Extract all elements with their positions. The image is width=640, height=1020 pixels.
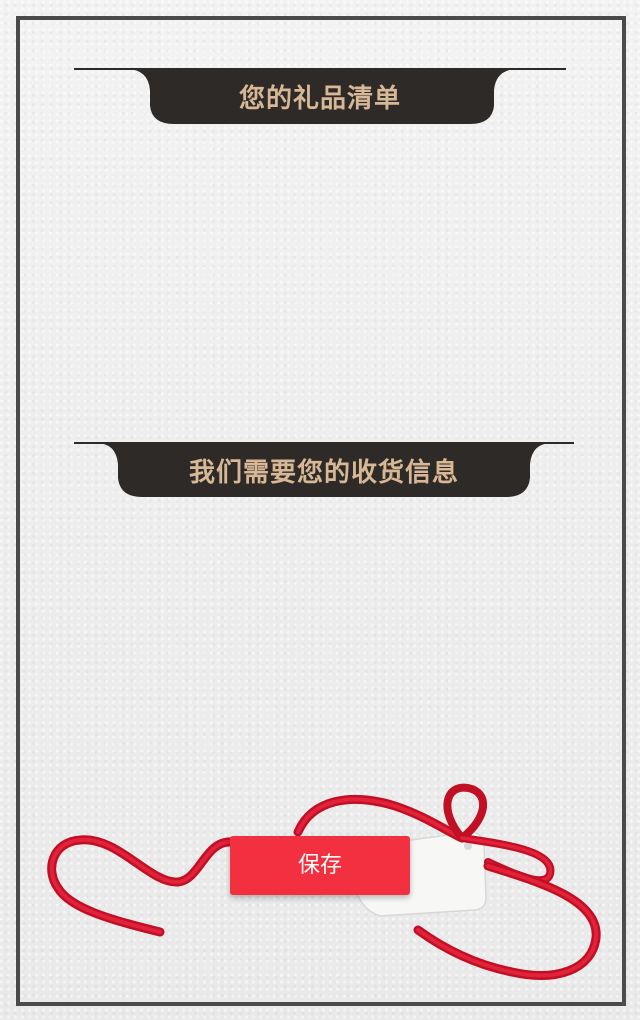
shipping-info-area [20,505,620,785]
shipping-info-header: 我们需要您的收货信息 [74,442,574,502]
gift-list-area [20,130,620,430]
ribbon-decoration [47,783,601,980]
gift-list-header: 您的礼品清单 [74,68,566,128]
gift-list-title: 您的礼品清单 [238,84,401,114]
page-frame [16,16,626,1006]
header-banner-shape [74,442,574,497]
header-banner-shape [74,68,566,124]
save-button[interactable]: 保存 [230,836,410,895]
shipping-info-title: 我们需要您的收货信息 [188,458,459,488]
